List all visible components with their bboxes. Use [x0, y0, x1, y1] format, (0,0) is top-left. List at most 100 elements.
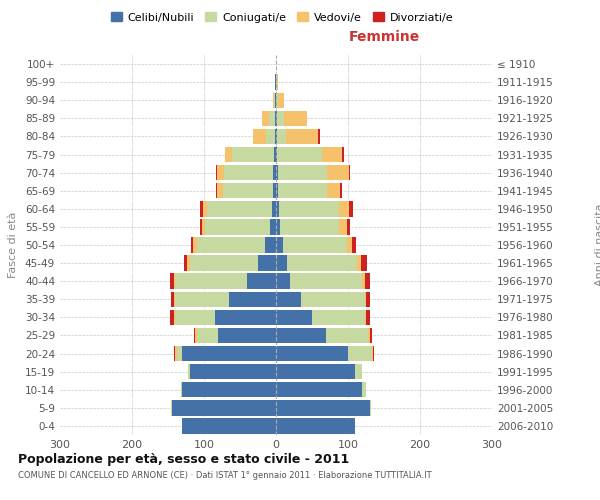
Bar [175, 310, 215, 325]
Bar [194, 328, 196, 343]
Bar [319, 128, 320, 144]
Bar [362, 382, 366, 398]
Bar [276, 382, 362, 398]
Text: Popolazione per età, sesso e stato civile - 2011: Popolazione per età, sesso e stato civil… [18, 452, 349, 466]
Bar [278, 92, 284, 108]
Bar [275, 74, 276, 90]
Bar [247, 274, 276, 289]
Bar [170, 310, 174, 325]
Bar [172, 400, 276, 415]
Bar [182, 418, 276, 434]
Bar [196, 328, 197, 343]
Bar [205, 219, 270, 234]
Bar [262, 110, 269, 126]
Bar [322, 147, 342, 162]
Bar [279, 201, 338, 216]
Bar [301, 292, 365, 307]
Bar [171, 292, 174, 307]
Bar [283, 238, 347, 252]
Bar [275, 110, 276, 126]
Bar [338, 201, 349, 216]
Bar [200, 201, 203, 216]
Bar [276, 183, 278, 198]
Bar [203, 201, 207, 216]
Bar [273, 165, 276, 180]
Bar [276, 256, 287, 271]
Bar [352, 238, 356, 252]
Bar [215, 183, 217, 198]
Bar [365, 310, 366, 325]
Bar [326, 328, 368, 343]
Y-axis label: Anni di nascita: Anni di nascita [595, 204, 600, 286]
Bar [276, 110, 277, 126]
Bar [349, 201, 353, 216]
Bar [218, 328, 276, 343]
Bar [274, 92, 275, 108]
Y-axis label: Fasce di età: Fasce di età [8, 212, 18, 278]
Bar [188, 364, 190, 380]
Bar [276, 92, 278, 108]
Bar [223, 183, 273, 198]
Bar [170, 274, 174, 289]
Text: COMUNE DI CANCELLO ED ARNONE (CE) · Dati ISTAT 1° gennaio 2011 · Elaborazione TU: COMUNE DI CANCELLO ED ARNONE (CE) · Dati… [18, 471, 431, 480]
Bar [215, 310, 276, 325]
Bar [193, 238, 197, 252]
Bar [225, 147, 232, 162]
Bar [276, 274, 290, 289]
Bar [197, 328, 218, 343]
Bar [347, 238, 352, 252]
Bar [286, 128, 319, 144]
Legend: Celibi/Nubili, Coniugati/e, Vedovi/e, Divorziati/e: Celibi/Nubili, Coniugati/e, Vedovi/e, Di… [106, 8, 458, 27]
Bar [184, 256, 187, 271]
Bar [370, 400, 371, 415]
Bar [273, 92, 274, 108]
Bar [361, 256, 367, 271]
Bar [258, 256, 276, 271]
Bar [372, 346, 373, 362]
Bar [175, 292, 229, 307]
Bar [182, 346, 276, 362]
Bar [349, 165, 350, 180]
Bar [207, 201, 272, 216]
Bar [253, 128, 266, 144]
Bar [277, 74, 278, 90]
Bar [327, 183, 340, 198]
Bar [287, 256, 358, 271]
Bar [276, 346, 348, 362]
Bar [276, 364, 355, 380]
Bar [175, 274, 247, 289]
Bar [276, 328, 326, 343]
Bar [191, 238, 193, 252]
Bar [365, 292, 366, 307]
Bar [348, 346, 372, 362]
Bar [312, 310, 365, 325]
Bar [217, 183, 223, 198]
Bar [217, 165, 224, 180]
Bar [290, 274, 362, 289]
Bar [365, 274, 370, 289]
Bar [355, 364, 362, 380]
Bar [187, 256, 190, 271]
Bar [176, 346, 182, 362]
Bar [272, 201, 276, 216]
Bar [273, 183, 276, 198]
Bar [276, 147, 277, 162]
Bar [340, 219, 347, 234]
Bar [174, 274, 175, 289]
Bar [276, 128, 277, 144]
Bar [366, 310, 370, 325]
Bar [366, 292, 370, 307]
Bar [342, 147, 344, 162]
Bar [340, 183, 341, 198]
Bar [373, 346, 374, 362]
Bar [370, 328, 372, 343]
Bar [200, 219, 202, 234]
Bar [276, 310, 312, 325]
Bar [275, 128, 276, 144]
Bar [277, 110, 284, 126]
Bar [276, 201, 279, 216]
Bar [276, 292, 301, 307]
Bar [197, 238, 265, 252]
Bar [270, 219, 276, 234]
Bar [280, 219, 340, 234]
